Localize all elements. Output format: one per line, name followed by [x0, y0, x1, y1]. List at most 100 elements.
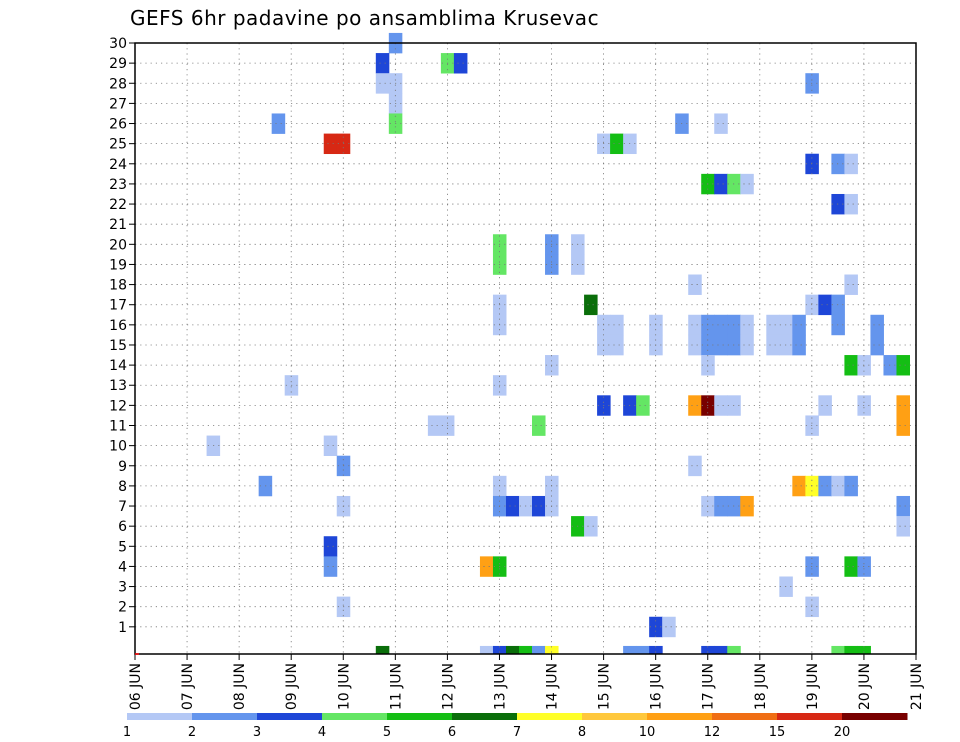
y-tick-label: 1: [118, 620, 127, 636]
heatmap-cell: [532, 645, 546, 655]
y-tick-label: 12: [109, 398, 127, 414]
heatmap-cell: [518, 645, 533, 655]
x-tick-label: 11 JUN: [388, 663, 404, 710]
legend-swatch: [842, 713, 908, 720]
y-tick-label: 10: [109, 439, 127, 455]
heatmap-cell: [870, 314, 884, 336]
heatmap-cell: [323, 435, 338, 457]
heatmap-cell: [727, 645, 741, 655]
heatmap-cell: [662, 616, 676, 638]
heatmap-cell: [896, 355, 910, 376]
heatmap-cell: [610, 314, 624, 336]
heatmap-cell: [714, 314, 728, 336]
y-tick-label: 28: [109, 76, 127, 92]
legend-swatch: [192, 713, 258, 720]
heatmap-cell: [623, 645, 637, 655]
heatmap-cell: [844, 355, 858, 376]
heatmap-cell: [896, 516, 910, 537]
y-tick-label: 21: [109, 217, 127, 233]
x-tick-label: 21 JUN: [909, 663, 925, 710]
heatmap-cell: [792, 314, 806, 336]
heatmap-cell: [688, 274, 702, 295]
heatmap-cell: [766, 334, 780, 356]
legend-label: 5: [383, 725, 391, 740]
y-tick-label: 7: [118, 499, 127, 515]
heatmap-cell: [688, 334, 702, 356]
heatmap-cell: [323, 556, 338, 577]
y-tick-label: 6: [118, 519, 127, 535]
heatmap-cell: [831, 645, 845, 655]
legend-swatch: [647, 713, 713, 720]
legend-label: 4: [318, 725, 326, 740]
heatmap-cell: [844, 556, 858, 577]
heatmap-cell: [479, 645, 494, 655]
y-tick-label: 26: [109, 117, 127, 133]
x-tick-label: 16 JUN: [649, 663, 665, 710]
heatmap-cell: [505, 645, 520, 655]
gridlines: [134, 42, 917, 654]
y-tick-label: 9: [118, 459, 127, 475]
heatmap-cell: [714, 395, 728, 416]
legend-swatch: [387, 713, 453, 720]
heatmap-cell: [427, 415, 442, 436]
y-tick-label: 8: [118, 479, 127, 495]
x-tick-label: 07 JUN: [180, 663, 196, 710]
heatmap-cell: [818, 294, 832, 316]
heatmap-cells: [206, 32, 910, 655]
legend-swatch: [452, 713, 518, 720]
y-tick-label: 19: [109, 257, 127, 273]
heatmap-cell: [818, 395, 832, 416]
heatmap-cell: [714, 495, 728, 517]
legend-swatch: [712, 713, 778, 720]
heatmap-cell: [649, 645, 663, 655]
legend-swatch: [777, 713, 843, 720]
heatmap-cell: [323, 536, 338, 557]
legend-swatch: [517, 713, 583, 720]
y-tick-label: 18: [109, 278, 127, 294]
heatmap-cell: [740, 173, 754, 195]
x-tick-label: 12 JUN: [440, 663, 456, 710]
y-tick-label: 3: [118, 580, 127, 596]
legend-label: 2: [188, 725, 196, 740]
x-tick-label: 19 JUN: [805, 663, 821, 710]
y-tick-label: 5: [118, 539, 127, 555]
x-tick-label: 09 JUN: [284, 663, 300, 710]
x-tick-label: 14 JUN: [545, 663, 561, 710]
x-tick-label: 18 JUN: [753, 663, 769, 710]
heatmap-cell: [740, 314, 754, 336]
legend-label: 7: [513, 725, 521, 740]
heatmap-cell: [701, 645, 715, 655]
heatmap-cell: [896, 395, 910, 416]
heatmap-cell: [896, 495, 910, 517]
heatmap-cell: [505, 495, 520, 517]
heatmap-cell: [714, 645, 728, 655]
heatmap-cell: [610, 133, 624, 155]
y-tick-label: 20: [109, 237, 127, 253]
heatmap-cell: [857, 645, 871, 655]
x-tick-label: 06 JUN: [128, 663, 144, 710]
y-tick-label: 27: [109, 96, 127, 112]
legend-label: 10: [639, 725, 656, 740]
x-tick-label: 17 JUN: [701, 663, 717, 710]
y-tick-label: 16: [109, 318, 127, 334]
heatmap-cell: [636, 395, 650, 416]
y-tick-label: 25: [109, 137, 127, 153]
heatmap-cell: [688, 314, 702, 336]
colorbar-legend: 1 2 3 4 5 6 7 8 10 12 15 20: [123, 713, 908, 740]
legend-label: 1: [123, 725, 131, 740]
heatmap-cell: [532, 415, 546, 436]
heatmap-cell: [323, 133, 338, 155]
x-tick-label: 20 JUN: [857, 663, 873, 710]
legend-swatch: [582, 713, 648, 720]
heatmap-cell: [714, 113, 728, 134]
heatmap-cell: [740, 495, 754, 517]
heatmap-cell: [688, 455, 702, 477]
heatmap-cell: [610, 334, 624, 356]
y-tick-label: 14: [109, 358, 127, 374]
heatmap-cell: [818, 475, 832, 497]
heatmap-cell: [844, 645, 858, 655]
legend-label: 15: [769, 725, 786, 740]
plot-frame: [134, 42, 917, 655]
chart-title: GEFS 6hr padavine po ansamblima Krusevac: [130, 6, 600, 30]
heatmap-cell: [271, 113, 286, 134]
